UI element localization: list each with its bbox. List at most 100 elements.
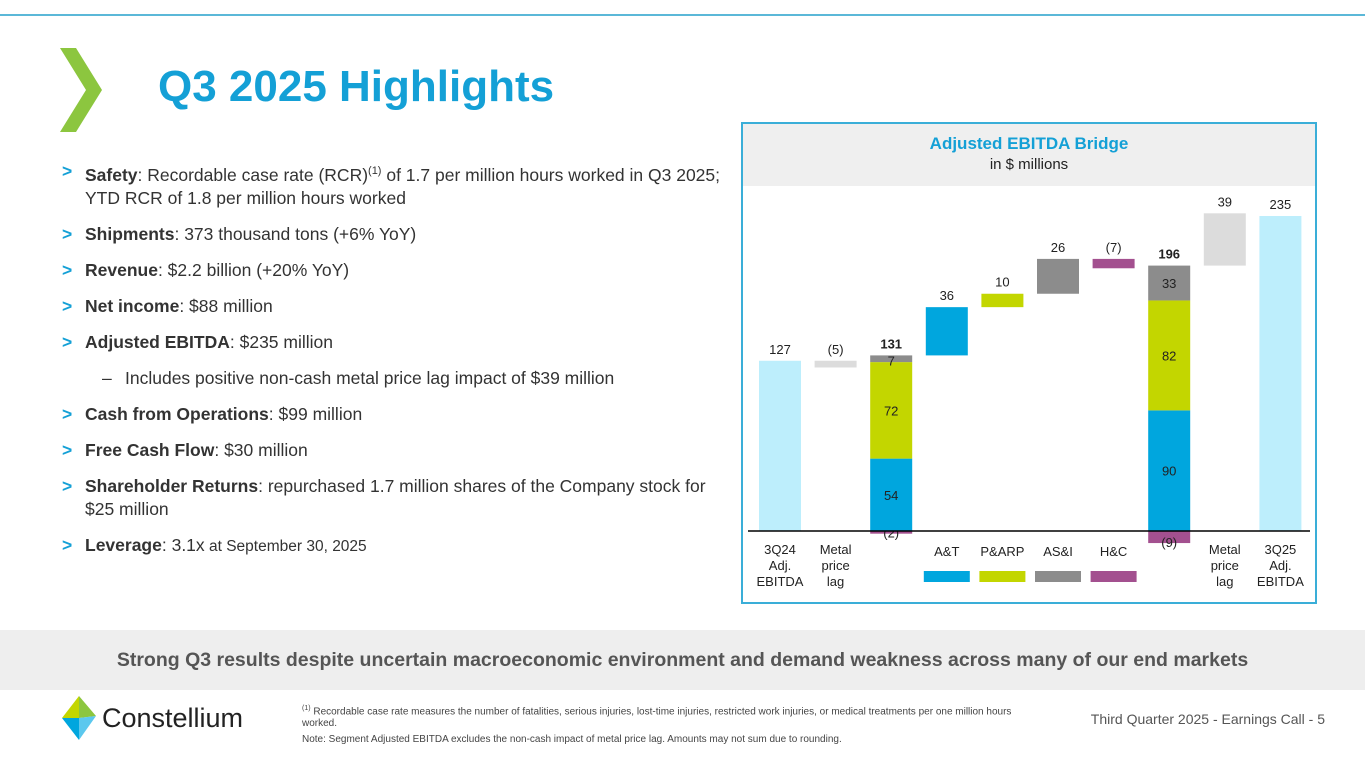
bar-segment [981,293,1024,308]
bar-segment [759,360,801,531]
legend-label: H&C [1100,544,1127,559]
legend-label: A&T [934,544,959,559]
chart-header: Adjusted EBITDA Bridge in $ millions [743,124,1315,186]
bar-value-label: 10 [995,275,1009,290]
highlight-item: > Leverage: 3.1x at September 30, 2025 [62,534,722,558]
highlight-text: : $99 million [268,403,363,424]
bullet-marker: – [102,367,112,388]
highlight-item: > Revenue: $2.2 billion (+20% YoY) [62,259,722,282]
bullet-marker: > [62,331,73,352]
highlight-item: > Shareholder Returns: repurchased 1.7 mi… [62,475,722,521]
bar-segment [1148,410,1191,531]
highlight-text: : $2.2 billion (+20% YoY) [157,259,350,280]
bar-value-label: (5) [828,342,844,357]
bar-segment [1037,258,1079,294]
highlight-bold: Cash from Operations [85,403,269,424]
legend-label: AS&I [1043,544,1073,559]
bar-value-label: 36 [940,288,954,303]
highlight-text: : 3.1x [161,534,205,555]
bullet-marker: > [62,403,73,424]
highlight-item: > Free Cash Flow: $30 million [62,439,722,462]
bar-segment [870,458,913,531]
legend-swatch [923,571,970,582]
highlight-text: : 373 thousand tons (+6% YoY) [174,223,417,244]
bar-segment [870,355,913,363]
bullet-marker: > [62,295,73,316]
bullet-marker: > [62,534,73,555]
highlight-item: > Adjusted EBITDA: $235 million [62,331,722,354]
chevron-logo-icon [60,48,102,132]
bar-segment [814,360,857,368]
footnote-1: (1) Recordable case rate measures the nu… [302,705,1012,730]
logo-text: Constellium [102,702,244,733]
bar-segment [870,531,913,534]
page-label: Third Quarter 2025 - Earnings Call - 5 [1090,711,1325,727]
chart-subtitle: in $ millions [989,156,1069,173]
bar-value-label: (7) [1106,240,1122,255]
logo-mark-icon [62,696,96,740]
footnotes: (1) Recordable case rate measures the nu… [302,703,1022,750]
bar-segment [1148,531,1191,544]
constellium-logo: Constellium [62,696,243,740]
segment-label: 82 [1162,348,1176,363]
segment-label: 7 [888,353,895,368]
bullet-marker: > [62,259,73,280]
highlight-text2: at September 30, 2025 [204,537,367,555]
highlight-text: : $88 million [179,295,273,316]
bar-segment [1148,300,1191,411]
highlight-item: > Safety: Recordable case rate (RCR)(1) o… [62,160,722,210]
highlight-bold: Shareholder Returns [85,475,259,496]
category-label: 3Q24 Adj. EBITDA [757,542,804,589]
bar-value-label: 235 [1270,197,1292,212]
highlight-bold: Free Cash Flow [85,439,215,460]
highlight-bold: Adjusted EBITDA [85,331,230,352]
bar-segment [925,307,968,356]
segment-label: 72 [884,403,898,418]
bar-segment [1259,216,1302,531]
bar-value-label: 131 [880,336,902,351]
ebitda-bridge-panel: Adjusted EBITDA Bridge in $ millions 127… [741,122,1317,604]
highlight-bold: Shipments [85,223,175,244]
highlight-text: : repurchased 1.7 million shares of the … [85,475,706,519]
segment-label: 90 [1162,464,1176,479]
highlight-item: > Net income: $88 million [62,295,722,318]
legend-label: P&ARP [980,544,1024,559]
page-title: Q3 2025 Highlights [158,62,555,111]
bar-segment [1203,213,1246,266]
footnote-note: Note: Segment Adjusted EBITDA excludes t… [302,734,842,746]
highlight-sup: (1) [368,165,382,177]
highlight-bold: Net income [85,295,180,316]
legend-swatch [1090,571,1137,582]
bar-value-label: 196 [1158,247,1180,262]
segment-label: 33 [1162,276,1176,291]
segment-label: (9) [1161,535,1177,550]
category-label: 3Q25 Adj. EBITDA [1257,542,1304,589]
category-label: Metal price lag [1209,542,1241,589]
bar-value-label: 39 [1218,194,1232,209]
bar-segment [1148,265,1191,301]
highlights-list: > Safety: Recordable case rate (RCR)(1) o… [62,160,722,571]
bullet-marker: > [62,439,73,460]
highlight-item: > Cash from Operations: $99 million [62,403,722,426]
chart-title: Adjusted EBITDA Bridge [929,134,1129,153]
highlight-text2: of 1.7 per million hours worked in Q3 20… [85,164,720,208]
bullet-marker: > [62,161,73,181]
legend-swatch [1035,571,1081,582]
highlight-text: : $30 million [214,439,308,460]
highlight-bold: Leverage [85,534,162,555]
segment-label: 54 [884,488,898,503]
top-rule [0,14,1365,16]
bullet-marker: > [62,223,73,244]
legend-swatch [979,571,1026,582]
highlight-bold: Revenue [85,259,158,280]
highlight-bold: Safety [85,164,138,185]
highlight-text: : $235 million [229,331,333,352]
bar-value-label: 26 [1051,240,1065,255]
category-label: Metal price lag [820,542,852,589]
highlight-item: > Shipments: 373 thousand tons (+6% YoY) [62,223,722,246]
summary-banner: Strong Q3 results despite uncertain macr… [0,630,1365,690]
bar-segment [1092,258,1135,269]
highlight-item: – Includes positive non-cash metal price … [62,367,722,390]
bar-segment [870,362,913,459]
